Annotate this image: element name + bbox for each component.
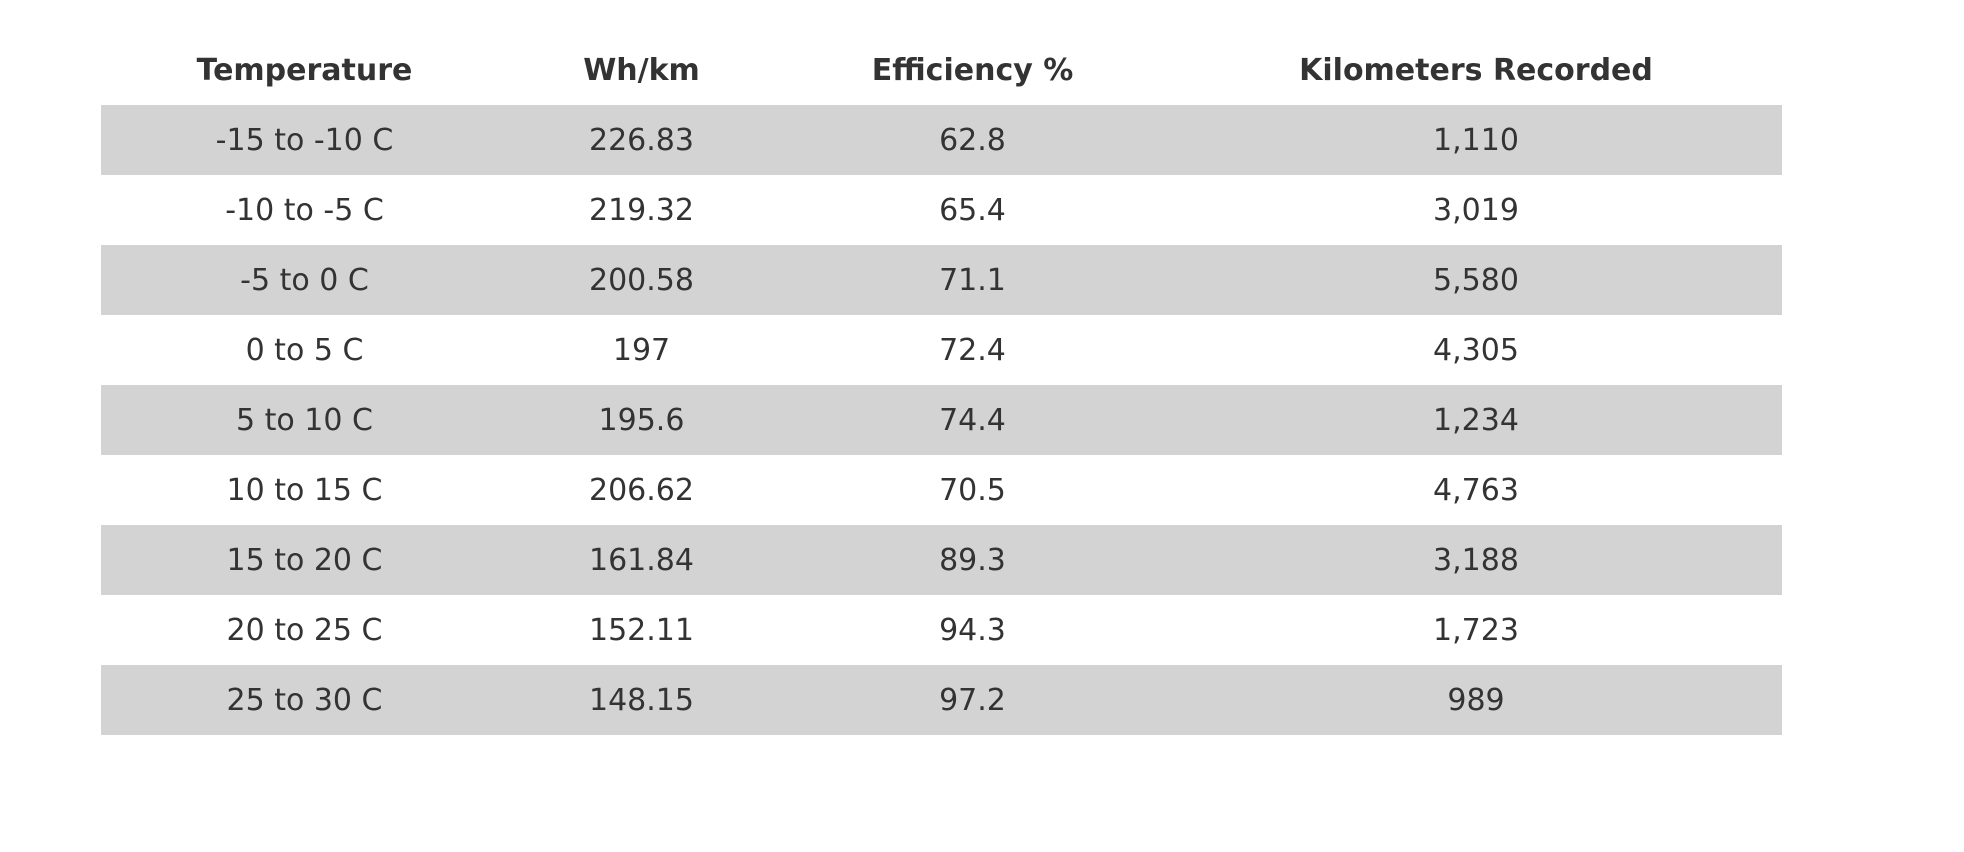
efficiency-table: Temperature Wh/km Efficiency % Kilometer…	[101, 36, 1782, 735]
cell-kilometers: 1,234	[1170, 385, 1782, 455]
cell-efficiency: 74.4	[775, 385, 1170, 455]
header-row: Temperature Wh/km Efficiency % Kilometer…	[101, 36, 1782, 105]
cell-efficiency: 65.4	[775, 175, 1170, 245]
header-wh-per-km: Wh/km	[583, 53, 700, 88]
header-temperature: Temperature	[196, 53, 413, 88]
cell-wh-per-km: 226.83	[508, 105, 775, 175]
cell-efficiency: 97.2	[775, 665, 1170, 735]
cell-efficiency: 72.4	[775, 315, 1170, 385]
table-body: -15 to -10 C 226.83 62.8 1,110 -10 to -5…	[101, 105, 1782, 735]
cell-wh-per-km: 219.32	[508, 175, 775, 245]
table-row: 0 to 5 C 197 72.4 4,305	[101, 315, 1782, 385]
table-row: 15 to 20 C 161.84 89.3 3,188	[101, 525, 1782, 595]
table-row: 20 to 25 C 152.11 94.3 1,723	[101, 595, 1782, 665]
cell-temperature: 0 to 5 C	[101, 315, 508, 385]
table-row: -10 to -5 C 219.32 65.4 3,019	[101, 175, 1782, 245]
cell-kilometers: 3,019	[1170, 175, 1782, 245]
cell-temperature: 10 to 15 C	[101, 455, 508, 525]
table-row: -15 to -10 C 226.83 62.8 1,110	[101, 105, 1782, 175]
cell-kilometers: 1,110	[1170, 105, 1782, 175]
cell-kilometers: 4,763	[1170, 455, 1782, 525]
cell-efficiency: 89.3	[775, 525, 1170, 595]
table-row: -5 to 0 C 200.58 71.1 5,580	[101, 245, 1782, 315]
cell-efficiency: 94.3	[775, 595, 1170, 665]
cell-wh-per-km: 152.11	[508, 595, 775, 665]
cell-kilometers: 1,723	[1170, 595, 1782, 665]
cell-wh-per-km: 197	[508, 315, 775, 385]
cell-temperature: 5 to 10 C	[101, 385, 508, 455]
cell-temperature: -10 to -5 C	[101, 175, 508, 245]
cell-efficiency: 71.1	[775, 245, 1170, 315]
cell-wh-per-km: 195.6	[508, 385, 775, 455]
header-kilometers-recorded: Kilometers Recorded	[1299, 53, 1653, 88]
data-table-container: Temperature Wh/km Efficiency % Kilometer…	[101, 36, 1782, 735]
cell-temperature: -5 to 0 C	[101, 245, 508, 315]
table-row: 25 to 30 C 148.15 97.2 989	[101, 665, 1782, 735]
cell-kilometers: 5,580	[1170, 245, 1782, 315]
cell-efficiency: 70.5	[775, 455, 1170, 525]
cell-kilometers: 3,188	[1170, 525, 1782, 595]
cell-wh-per-km: 148.15	[508, 665, 775, 735]
table-row: 10 to 15 C 206.62 70.5 4,763	[101, 455, 1782, 525]
cell-temperature: -15 to -10 C	[101, 105, 508, 175]
cell-temperature: 25 to 30 C	[101, 665, 508, 735]
cell-wh-per-km: 161.84	[508, 525, 775, 595]
cell-temperature: 20 to 25 C	[101, 595, 508, 665]
table-header: Temperature Wh/km Efficiency % Kilometer…	[101, 36, 1782, 105]
header-efficiency: Efficiency %	[871, 53, 1074, 88]
cell-temperature: 15 to 20 C	[101, 525, 508, 595]
cell-efficiency: 62.8	[775, 105, 1170, 175]
cell-wh-per-km: 200.58	[508, 245, 775, 315]
table-row: 5 to 10 C 195.6 74.4 1,234	[101, 385, 1782, 455]
cell-kilometers: 4,305	[1170, 315, 1782, 385]
cell-kilometers: 989	[1170, 665, 1782, 735]
cell-wh-per-km: 206.62	[508, 455, 775, 525]
